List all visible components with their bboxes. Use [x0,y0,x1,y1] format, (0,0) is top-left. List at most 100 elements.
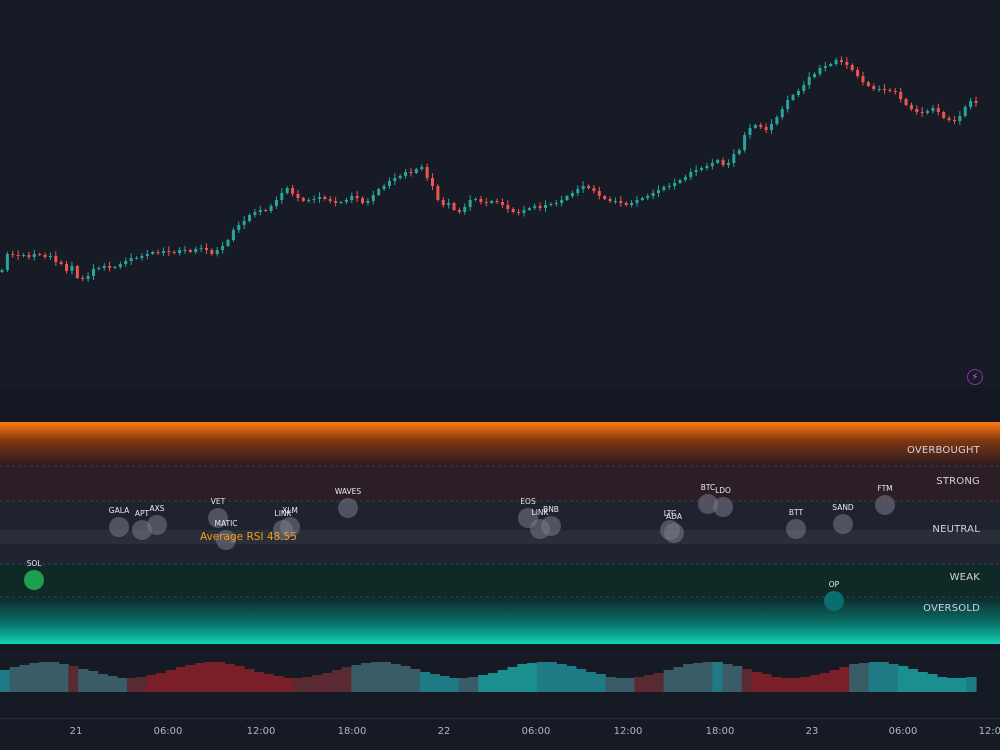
heatmap-cell [429,674,440,692]
lightning-icon[interactable]: ⚡ [967,369,983,385]
time-tick: 12:00 [246,726,276,737]
heatmap-cell [478,675,489,692]
heatmap-cell [0,670,11,692]
candle [167,246,171,256]
heatmap-cell [136,677,147,692]
heatmap-cell [283,678,294,692]
candle [404,169,408,179]
candle [759,122,763,129]
candle [888,88,892,93]
candle [328,196,332,204]
price-chart-pane[interactable] [0,0,1000,388]
candle [194,246,198,254]
heatmap-cell [351,665,362,692]
heatmap-cell [527,663,538,692]
candle [635,195,639,207]
candle [135,256,139,260]
heatmap-cell [663,670,675,692]
heatmap-cell [19,665,30,692]
candle [452,201,456,211]
zone-label-overbought: OVERBOUGHT [906,445,980,456]
candle [393,173,397,185]
heatmap-cell [263,674,274,692]
candle [436,184,440,202]
heatmap-cell [644,675,655,692]
heatmap-cell [819,673,831,692]
candle [253,209,257,218]
heatmap-cell [624,678,635,692]
strong-zone [0,466,1000,501]
zone-label-neutral: NEUTRAL [932,524,980,535]
pane-separator[interactable] [0,644,1000,650]
pane-separator[interactable] [0,388,1000,422]
time-tick: 18:00 [705,726,735,737]
heatmap-cell [634,677,645,692]
rsi-heatmap-pane[interactable] [0,650,1000,718]
heatmap-cell [780,678,792,692]
heatmap-cell [204,662,216,692]
candle [344,197,348,204]
candle [721,157,725,167]
time-tick: 21 [69,726,83,737]
heatmap-cell [361,663,372,692]
candle [490,199,494,204]
heatmap-cell [331,670,343,692]
time-tick: 12:00 [613,726,643,737]
heatmap-cell [917,672,928,692]
candle [355,191,359,202]
candle [102,263,106,271]
heatmap-cell [48,662,60,692]
candle [301,196,305,202]
time-axis[interactable]: 21 06:00 12:00 18:00 22 06:00 12:00 18:00 23 06:0… [0,718,1000,750]
rsi-screener-pane[interactable]: OVERBOUGHT STRONG NEUTRAL WEAK OVERSOLD [0,422,1000,644]
heatmap-cell [156,673,167,692]
candle [420,164,424,171]
zone-label-strong: STRONG [936,476,980,487]
candle [522,205,526,217]
candle [931,105,935,114]
candle [474,197,478,202]
heatmap-cell [370,662,382,692]
heatmap-cell [400,666,411,692]
candle [5,251,9,272]
heatmap-cell [546,662,557,692]
heatmap-cell [439,676,450,692]
candle [296,189,300,202]
candlestick-chart[interactable] [0,0,1000,388]
candle [199,244,203,252]
candle [129,253,133,265]
heatmap-cell [692,663,704,692]
candle [818,65,822,77]
candle [339,200,343,204]
oversold-zone [0,597,1000,644]
heatmap-cell [488,673,499,692]
heatmap-cell [409,669,421,692]
candle [54,251,58,266]
candle [366,198,370,206]
time-tick: 06:00 [888,726,918,737]
candle [796,88,800,97]
heatmap-cell [790,678,801,692]
candle [280,188,284,204]
heatmap-cell [927,674,938,692]
candle [770,119,774,134]
candle [178,247,182,256]
heatmap-cell [966,677,977,692]
candle [802,81,806,94]
candle [936,103,940,116]
heatmap-cell [946,678,958,692]
candle [188,248,192,253]
candle [947,115,951,122]
candle [850,63,854,72]
heatmap-cell [107,676,118,692]
heatmap-cell [419,672,431,692]
candle [904,97,908,106]
weak-zone [0,564,1000,597]
heatmap-cell [9,667,21,692]
candle [118,261,122,269]
heatmap-cell [956,678,967,692]
candle [285,186,289,195]
candle [807,72,811,89]
candle [86,272,90,282]
heatmap-cell [936,677,948,692]
